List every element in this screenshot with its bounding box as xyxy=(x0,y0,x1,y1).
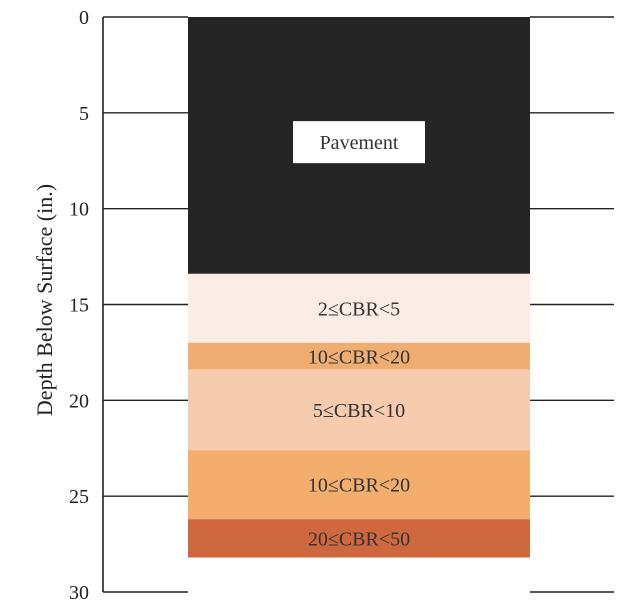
layer-label-box-1 xyxy=(293,121,425,164)
tick-label-5: 5 xyxy=(79,103,89,125)
layer-label-5: 10≤CBR<20 xyxy=(308,475,410,497)
layer-label-2: 2≤CBR<5 xyxy=(318,298,400,320)
layer-label-3: 10≤CBR<20 xyxy=(308,346,410,368)
layer-label-6: 20≤CBR<50 xyxy=(308,528,410,550)
tick-label-15: 15 xyxy=(69,295,89,317)
layer-label-4: 5≤CBR<10 xyxy=(313,400,405,422)
tick-label-20: 20 xyxy=(69,390,89,412)
layer-bar-4 xyxy=(188,369,530,451)
layer-bar-3 xyxy=(188,342,530,370)
layer-bars: Pavement 2≤CBR<5 10≤CBR<20 5≤CBR<10 10≤CBR<2… xyxy=(188,17,530,558)
y-axis-ticks: 0 5 10 15 20 25 30 xyxy=(69,7,614,601)
layer-label-1: Pavement xyxy=(320,132,399,154)
tick-label-25: 25 xyxy=(69,486,89,508)
y-axis-label: Depth Below Surface (in.) xyxy=(32,184,57,416)
layer-bar-6 xyxy=(188,519,530,558)
tick-label-10: 10 xyxy=(69,199,89,221)
layer-bar-2 xyxy=(188,273,530,343)
layer-bar-5 xyxy=(188,450,530,520)
tick-label-30: 30 xyxy=(69,582,89,601)
tick-label-0: 0 xyxy=(79,7,89,29)
